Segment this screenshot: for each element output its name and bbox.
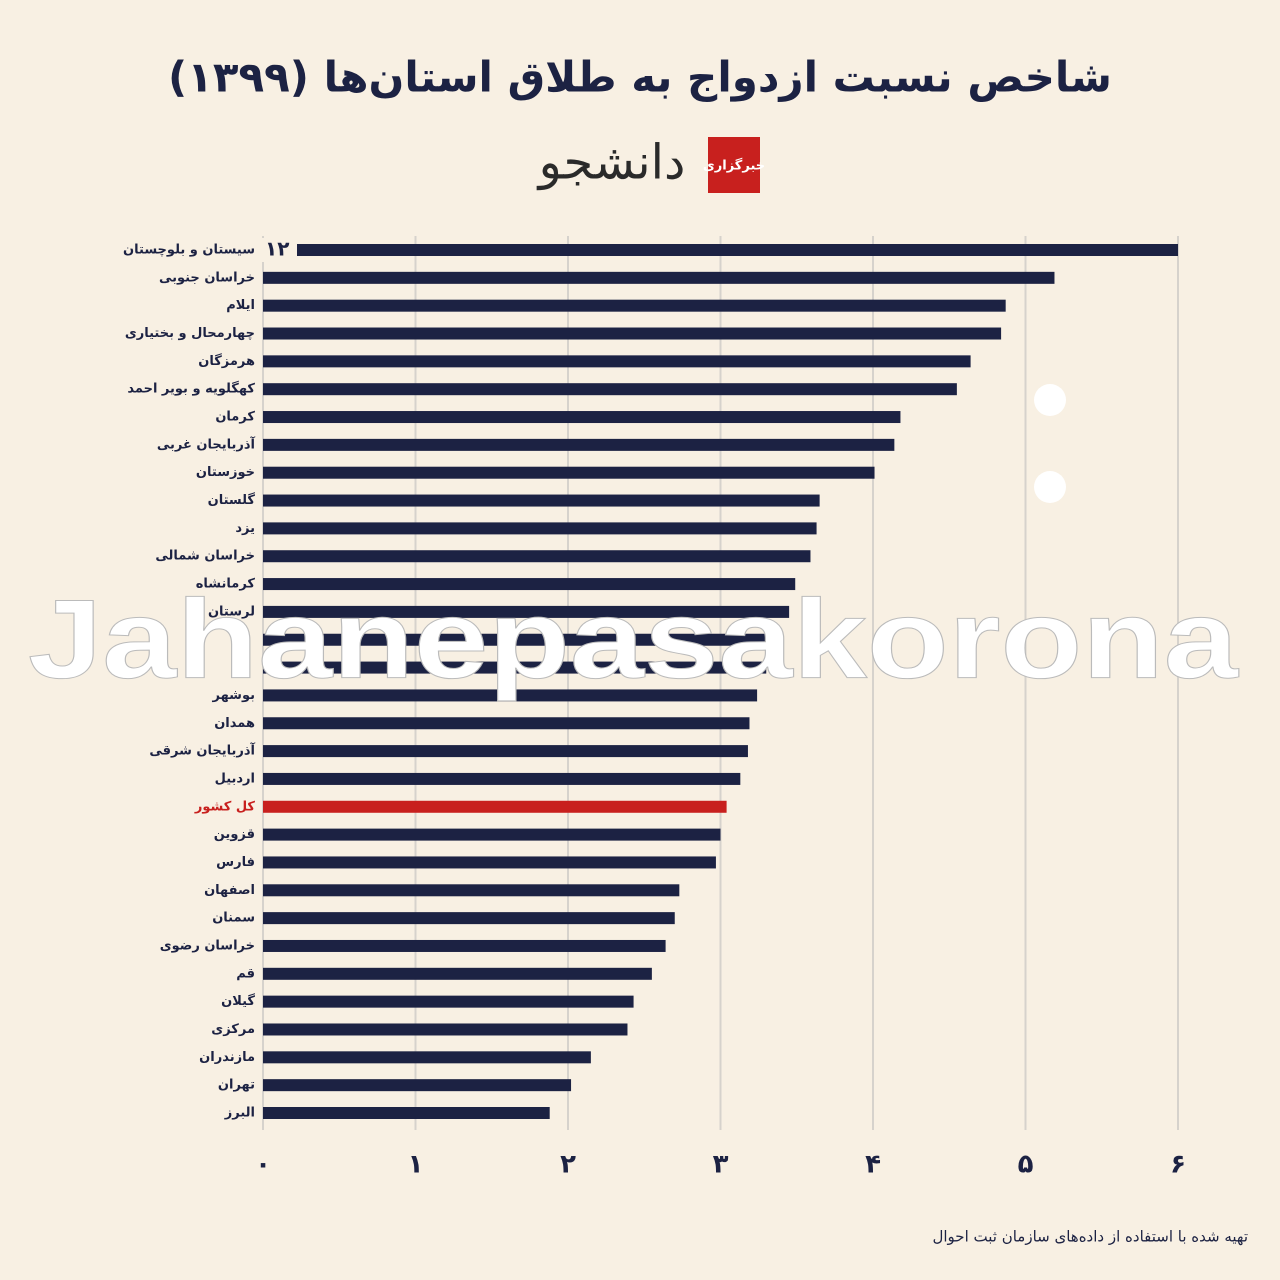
bar — [263, 1023, 628, 1036]
category-label: سمنان — [212, 911, 255, 926]
category-label: البرز — [224, 1106, 255, 1121]
bar — [263, 522, 817, 535]
category-label: کرمانشاه — [196, 577, 256, 592]
x-tick-label: ۳ — [713, 1150, 729, 1180]
bar — [263, 494, 820, 507]
chart-title: شاخص نسبت ازدواج به طلاق استان‌ها (۱۳۹۹) — [168, 53, 1112, 103]
x-tick-label: ۶ — [1170, 1150, 1186, 1180]
bar — [263, 355, 971, 368]
bar — [263, 995, 634, 1008]
bar — [263, 745, 748, 758]
bar — [263, 244, 1178, 256]
category-label: خوزستان — [196, 465, 255, 480]
category-label: کرمان — [215, 410, 255, 425]
category-label: هرمزگان — [198, 353, 255, 369]
source: تهیه شده با استفاده از داده‌های سازمان ث… — [932, 1228, 1248, 1246]
logo-badge-bg — [708, 137, 760, 193]
logo-name: دانشجو — [537, 135, 686, 191]
bar — [263, 661, 767, 674]
watermark: Jahanepasakorona — [28, 577, 1239, 702]
bar — [263, 578, 796, 591]
bar — [263, 550, 811, 563]
category-label: کهگلویه و بویر احمد — [127, 381, 255, 397]
category-label: یزد — [235, 521, 255, 536]
dot — [1034, 471, 1066, 503]
bar — [263, 1107, 550, 1119]
category-label: همدان — [214, 716, 255, 731]
x-tick-label: ۴ — [865, 1150, 881, 1180]
category-label: اصفهان — [204, 883, 255, 898]
logo-badge: خبرگزاری — [703, 158, 765, 174]
category-label: اردبیل — [215, 771, 255, 786]
category-label: خراسان رضوی — [160, 938, 255, 953]
bar — [263, 411, 901, 424]
bar — [263, 717, 750, 730]
value-label: ۱۲ — [265, 237, 289, 261]
bar — [263, 912, 675, 925]
category-label: قزوین — [214, 827, 255, 842]
category-label: قم — [236, 966, 255, 981]
bar — [263, 605, 790, 618]
bar — [263, 800, 727, 813]
category-label: مرکزی — [211, 1022, 255, 1037]
bar — [263, 383, 957, 396]
category-label: آذربایجان شرقی — [149, 742, 255, 759]
category-label: آذربایجان غربی — [157, 435, 256, 452]
dot — [1034, 384, 1066, 416]
category-label: سیستان و بلوچستان — [123, 243, 255, 258]
category-label: تهران — [218, 1078, 255, 1093]
x-tick-label: ۱ — [408, 1150, 424, 1180]
category-label: گلستان — [208, 492, 256, 508]
category-label: مازندران — [199, 1050, 255, 1065]
value-label-bg — [261, 238, 297, 262]
bar — [263, 438, 895, 451]
bar — [263, 772, 741, 785]
bar — [263, 689, 758, 702]
bar — [263, 271, 1055, 284]
category-label: کل کشور — [194, 799, 256, 814]
category-label: خراسان جنوبی — [159, 270, 255, 285]
category-label: خراسان شمالی — [155, 549, 255, 564]
bar — [263, 828, 721, 841]
bar — [263, 327, 1002, 340]
bar — [263, 1079, 572, 1092]
bar — [263, 967, 652, 980]
bar — [263, 939, 666, 952]
x-tick-label: ۰ — [255, 1150, 271, 1180]
category-label: چهارمحال و بختیاری — [125, 326, 255, 341]
bar — [263, 299, 1006, 312]
category-label: فارس — [216, 855, 255, 870]
bar — [263, 466, 875, 479]
bar — [263, 633, 774, 646]
category-label: ایلام — [226, 298, 255, 313]
bar — [263, 1051, 591, 1064]
category-label: لرستان — [208, 604, 255, 619]
category-label: بوشهر — [212, 688, 256, 703]
x-tick-label: ۵ — [1018, 1150, 1034, 1180]
bar — [263, 884, 680, 897]
x-tick-label: ۲ — [560, 1150, 576, 1180]
bar — [263, 856, 716, 869]
category-label: گیلان — [221, 993, 255, 1009]
